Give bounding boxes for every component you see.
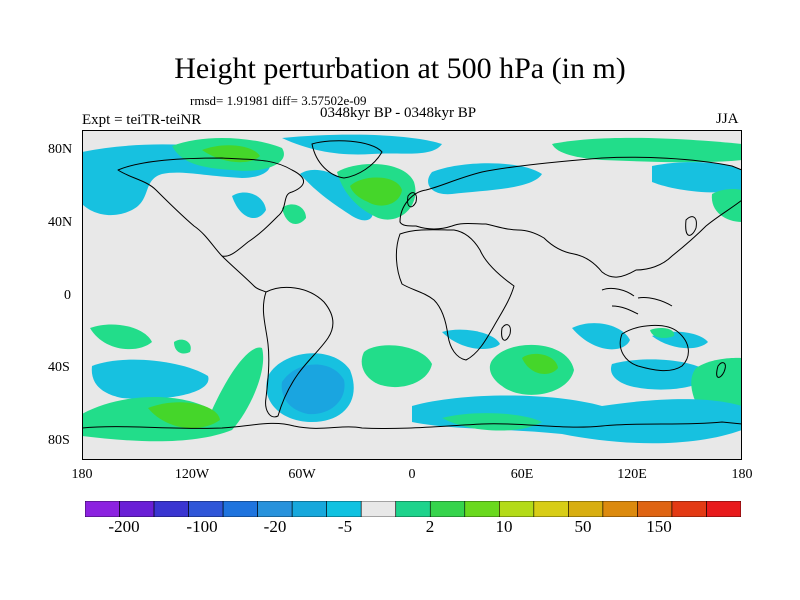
colorbar-swatch <box>568 500 604 518</box>
map-title: Height perturbation at 500 hPa (in m) <box>174 52 626 85</box>
contour-fills <box>82 134 742 444</box>
colorbar-swatch <box>637 500 673 518</box>
coastline-uk <box>407 192 417 208</box>
lon-tick-label: 180 <box>71 467 93 482</box>
negative-anomaly-region <box>572 323 630 350</box>
colorbar-swatch <box>153 500 189 518</box>
coastline-greenland <box>311 140 383 179</box>
positive-anomaly-region <box>282 204 306 224</box>
positive-anomaly-region <box>174 339 191 354</box>
colorbar-swatch <box>326 500 362 518</box>
stats-label: rmsd= 1.91981 diff= 3.57502e-09 <box>190 93 367 108</box>
colorbar-label: 50 <box>574 517 592 536</box>
lon-tick-label: 180 <box>731 467 753 482</box>
lat-tick-label: 80S <box>48 433 70 448</box>
lon-tick-label: 60E <box>510 467 534 482</box>
coastline-madagascar <box>501 324 511 341</box>
coastline-antarctica <box>81 421 743 430</box>
coastline-central-america <box>221 255 267 293</box>
colorbar-swatch <box>395 500 431 518</box>
negative-anomaly-region <box>91 359 209 400</box>
lon-tick-label: 120E <box>617 467 647 482</box>
colorbar-swatch <box>119 500 155 518</box>
colorbar-label: 150 <box>646 517 672 536</box>
colorbar-swatch <box>84 500 120 518</box>
coastline-japan <box>685 216 697 236</box>
positive-anomaly-region <box>361 345 432 388</box>
negative-anomaly-region <box>412 395 742 444</box>
coastline-australia <box>619 325 689 372</box>
experiment-label: Expt = teiTR-teiNR <box>82 112 202 128</box>
coastline-africa <box>395 229 515 361</box>
lon-tick-label: 120W <box>174 467 210 482</box>
coastline-eurasia <box>399 156 743 278</box>
coastline-south-america <box>262 286 334 418</box>
colorbar-label: 2 <box>425 517 435 536</box>
lat-tick-label: 0 <box>64 288 71 303</box>
season-label: JJA <box>716 111 739 127</box>
period-label: 0348kyr BP - 0348kyr BP <box>320 105 477 121</box>
colorbar-swatch <box>533 500 569 518</box>
colorbar-label: -200 <box>108 517 140 536</box>
colorbar-swatch <box>291 500 327 518</box>
positive-anomaly-region <box>202 145 260 163</box>
colorbar-label: -100 <box>186 517 218 536</box>
negative-anomaly-region <box>610 359 712 390</box>
negative-anomaly-region <box>300 169 373 221</box>
positive-anomaly-region <box>148 402 220 429</box>
positive-anomaly-region <box>350 177 402 206</box>
colorbar-swatch <box>464 500 500 518</box>
negative-anomaly-region <box>282 134 442 155</box>
contour-map <box>81 130 743 460</box>
lon-tick-label: 0 <box>408 467 416 482</box>
coastline-maritime-continent <box>601 287 673 315</box>
colorbar-swatch <box>360 500 397 518</box>
positive-anomaly-region <box>650 328 675 338</box>
colorbar-label: -20 <box>263 517 287 536</box>
colorbar-swatch <box>222 500 258 518</box>
colorbar-swatch <box>188 500 224 518</box>
colorbar-swatch <box>671 500 707 518</box>
lat-tick-label: 40N <box>48 215 73 230</box>
positive-anomaly-region <box>522 353 558 374</box>
lat-tick-label: 40S <box>48 360 70 375</box>
colorbar-swatch <box>257 500 293 518</box>
positive-anomaly-region <box>711 189 742 222</box>
colorbar-label: 10 <box>495 517 513 536</box>
colorbar <box>84 500 742 522</box>
colorbar-swatch <box>602 500 638 518</box>
colorbar-swatch <box>499 500 535 518</box>
negative-anomaly-region <box>442 329 500 349</box>
map-panel <box>81 130 743 460</box>
coastline-new-zealand <box>716 362 726 378</box>
colorbar-swatch <box>706 500 742 518</box>
coastline-north-america <box>117 157 304 257</box>
negative-anomaly-region <box>281 364 345 415</box>
negative-anomaly-region <box>428 163 542 195</box>
negative-anomaly-region <box>232 192 266 219</box>
positive-anomaly-region <box>90 324 152 350</box>
colorbar-swatches <box>84 500 742 518</box>
lat-tick-label: 80N <box>48 142 73 157</box>
positive-anomaly-region <box>442 413 542 431</box>
map-frame <box>82 130 742 460</box>
positive-anomaly-region <box>552 137 742 163</box>
coastlines <box>81 140 743 430</box>
lon-tick-label: 60W <box>288 467 316 482</box>
colorbar-label: -5 <box>337 517 353 536</box>
colorbar-swatch <box>429 500 466 518</box>
negative-anomaly-region <box>652 162 742 193</box>
